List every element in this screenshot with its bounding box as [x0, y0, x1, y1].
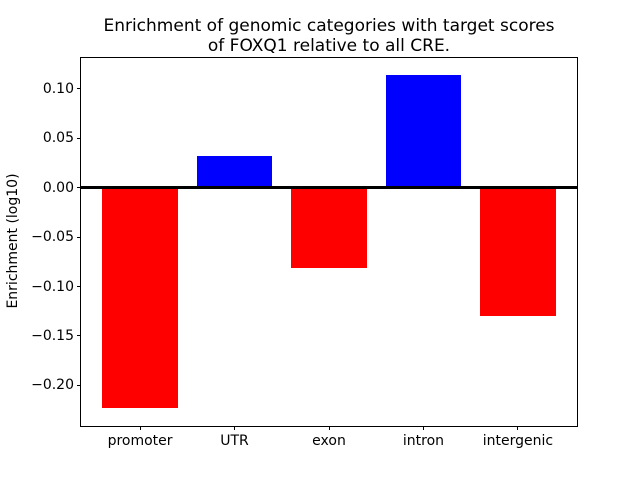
y-tick-label: −0.15	[31, 327, 74, 344]
x-tick-label-UTR: UTR	[220, 433, 249, 449]
x-tick-mark	[139, 426, 141, 430]
y-tick-mark	[77, 187, 81, 189]
y-tick-label: 0.10	[42, 80, 74, 97]
y-tick-mark	[77, 384, 81, 386]
x-tick-label-promoter: promoter	[107, 433, 173, 449]
x-tick-mark	[422, 426, 424, 430]
y-tick-label: −0.05	[31, 229, 74, 246]
y-tick-mark	[77, 236, 81, 238]
x-tick-mark	[328, 426, 330, 430]
bar-promoter	[102, 187, 178, 409]
plot-area: 0.10 0.05 0.00 −0.05 −0.10 −0.15 −0.20 promoter…	[31, 57, 578, 449]
y-tick-label: −0.20	[31, 377, 74, 394]
y-tick-label: 0.00	[42, 179, 74, 196]
y-tick-label: 0.05	[42, 130, 74, 147]
y-axis-label: Enrichment (log10)	[5, 173, 21, 309]
bar-UTR	[196, 155, 273, 188]
x-tick-label-intergenic: intergenic	[482, 433, 554, 449]
y-tick-mark	[77, 286, 81, 288]
x-tick-mark	[234, 426, 236, 430]
y-tick-mark	[77, 88, 81, 90]
bar-exon	[291, 187, 367, 268]
bar-intron	[385, 74, 462, 188]
x-tick-mark	[517, 426, 519, 430]
bar-intergenic	[480, 187, 556, 317]
y-tick-mark	[77, 335, 81, 337]
x-tick-label-intron: intron	[402, 433, 445, 449]
chart-title: Enrichment of genomic categories with ta…	[103, 16, 555, 56]
y-tick-mark	[77, 137, 81, 139]
x-tick-label-exon: exon	[312, 433, 346, 449]
zero-line	[81, 186, 577, 190]
y-tick-label: −0.10	[31, 278, 74, 295]
